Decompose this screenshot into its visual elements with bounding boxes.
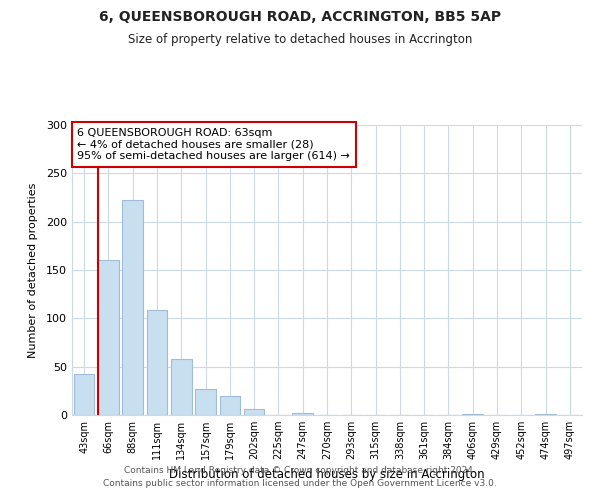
Bar bbox=[535, 414, 556, 415]
Text: 6, QUEENSBOROUGH ROAD, ACCRINGTON, BB5 5AP: 6, QUEENSBOROUGH ROAD, ACCRINGTON, BB5 5… bbox=[99, 10, 501, 24]
Bar bbox=[171, 359, 191, 415]
Bar bbox=[98, 260, 119, 415]
Bar bbox=[122, 200, 143, 415]
Text: 6 QUEENSBOROUGH ROAD: 63sqm
← 4% of detached houses are smaller (28)
95% of semi: 6 QUEENSBOROUGH ROAD: 63sqm ← 4% of deta… bbox=[77, 128, 350, 161]
Bar bbox=[195, 389, 216, 415]
Y-axis label: Number of detached properties: Number of detached properties bbox=[28, 182, 38, 358]
Text: Size of property relative to detached houses in Accrington: Size of property relative to detached ho… bbox=[128, 32, 472, 46]
Bar bbox=[220, 396, 240, 415]
Bar bbox=[74, 374, 94, 415]
X-axis label: Distribution of detached houses by size in Accrington: Distribution of detached houses by size … bbox=[169, 468, 485, 480]
Bar bbox=[463, 414, 483, 415]
Text: Contains HM Land Registry data © Crown copyright and database right 2024.
Contai: Contains HM Land Registry data © Crown c… bbox=[103, 466, 497, 487]
Bar bbox=[292, 413, 313, 415]
Bar bbox=[244, 409, 265, 415]
Bar bbox=[146, 310, 167, 415]
